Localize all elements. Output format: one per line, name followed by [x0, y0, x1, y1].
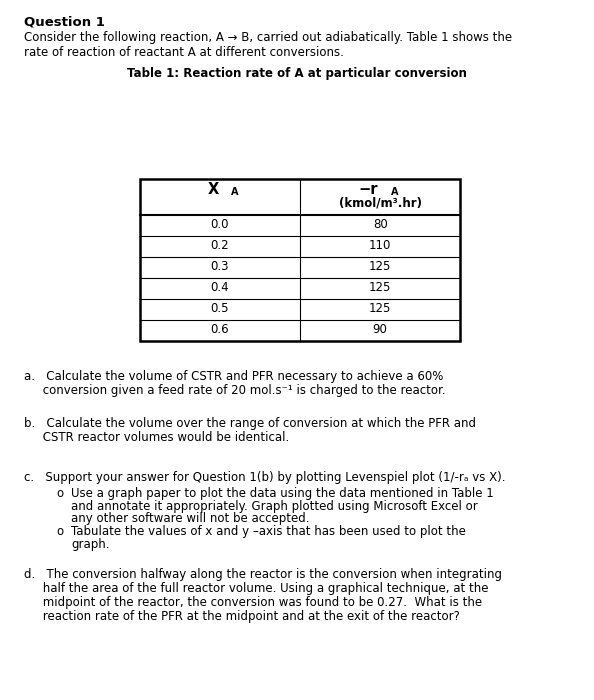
Text: 0.6: 0.6 — [210, 323, 229, 337]
Text: o: o — [56, 487, 64, 500]
Text: reaction rate of the PFR at the midpoint and at the exit of the reactor?: reaction rate of the PFR at the midpoint… — [24, 610, 460, 623]
Text: X: X — [208, 182, 219, 197]
Text: 125: 125 — [369, 260, 391, 274]
Text: Use a graph paper to plot the data using the data mentioned in Table 1: Use a graph paper to plot the data using… — [71, 487, 494, 500]
Text: Tabulate the values of x and y –axis that has been used to plot the: Tabulate the values of x and y –axis tha… — [71, 525, 466, 538]
Text: CSTR reactor volumes would be identical.: CSTR reactor volumes would be identical. — [24, 431, 289, 444]
Text: d.   The conversion halfway along the reactor is the conversion when integrating: d. The conversion halfway along the reac… — [24, 568, 502, 581]
Text: 0.4: 0.4 — [210, 281, 229, 295]
Text: (kmol/m³.hr): (kmol/m³.hr) — [339, 197, 422, 210]
Text: any other software will not be accepted.: any other software will not be accepted. — [71, 512, 310, 526]
Text: 0.3: 0.3 — [210, 260, 229, 274]
Text: 0.0: 0.0 — [210, 218, 229, 232]
Text: Consider the following reaction, A → B, carried out adiabatically. Table 1 shows: Consider the following reaction, A → B, … — [24, 32, 512, 45]
Text: A: A — [230, 187, 238, 197]
Text: midpoint of the reactor, the conversion was found to be 0.27.  What is the: midpoint of the reactor, the conversion … — [24, 596, 482, 609]
Text: A: A — [391, 187, 399, 197]
Bar — [140, 178, 460, 341]
Text: o: o — [56, 525, 64, 538]
Text: and annotate it appropriately. Graph plotted using Microsoft Excel or: and annotate it appropriately. Graph plo… — [71, 500, 478, 513]
Text: a.   Calculate the volume of CSTR and PFR necessary to achieve a 60%: a. Calculate the volume of CSTR and PFR … — [24, 370, 443, 384]
Text: 0.2: 0.2 — [210, 239, 229, 253]
Text: graph.: graph. — [71, 538, 110, 551]
Text: half the area of the full reactor volume. Using a graphical technique, at the: half the area of the full reactor volume… — [24, 582, 488, 595]
Text: −r: −r — [359, 182, 378, 197]
Text: rate of reaction of reactant A at different conversions.: rate of reaction of reactant A at differ… — [24, 46, 344, 60]
Text: 90: 90 — [372, 323, 388, 337]
Text: b.   Calculate the volume over the range of conversion at which the PFR and: b. Calculate the volume over the range o… — [24, 417, 476, 430]
Text: c.   Support your answer for Question 1(b) by plotting Levenspiel plot (1/-rₐ vs: c. Support your answer for Question 1(b)… — [24, 471, 505, 484]
Text: 125: 125 — [369, 281, 391, 295]
Text: 80: 80 — [373, 218, 387, 232]
Text: Table 1: Reaction rate of A at particular conversion: Table 1: Reaction rate of A at particula… — [127, 66, 467, 80]
Text: Question 1: Question 1 — [24, 15, 105, 29]
Text: 0.5: 0.5 — [210, 302, 229, 316]
Text: 125: 125 — [369, 302, 391, 316]
Text: conversion given a feed rate of 20 mol.s⁻¹ is charged to the reactor.: conversion given a feed rate of 20 mol.s… — [24, 384, 445, 398]
Text: 110: 110 — [369, 239, 391, 253]
